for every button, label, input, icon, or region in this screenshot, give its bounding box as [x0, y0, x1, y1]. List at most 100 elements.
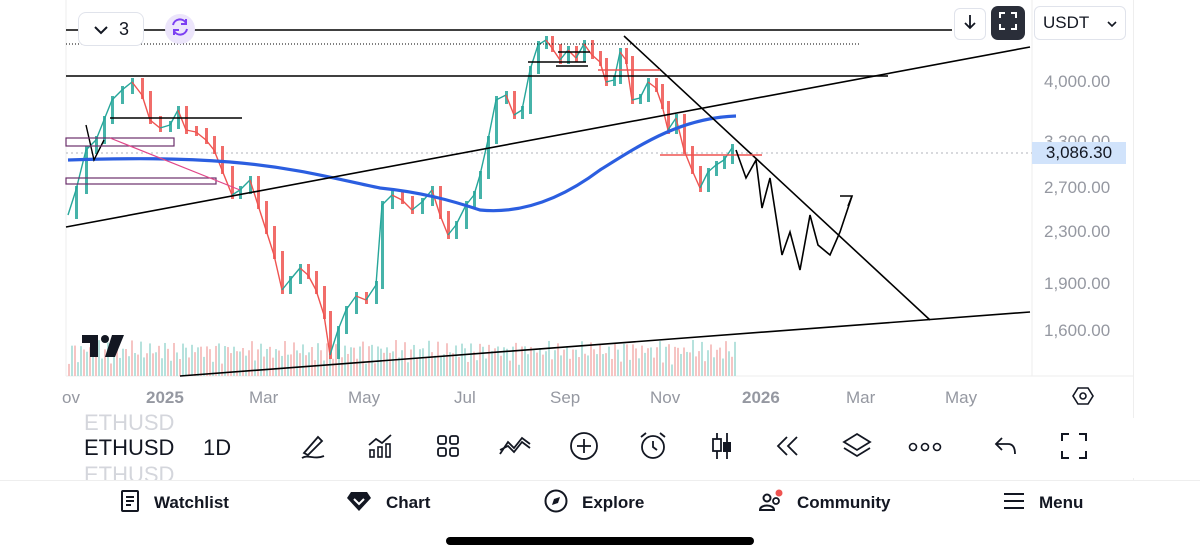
candle — [591, 40, 594, 59]
interval-button[interactable]: 1D — [203, 435, 232, 460]
volume-bar — [458, 357, 460, 376]
chart-area[interactable]: 3 USDT 4,000.00 3,300.00 2,700.00 2,300.… — [0, 0, 1200, 418]
price-segment — [121, 81, 133, 91]
volume-bar — [515, 342, 517, 376]
replay-button[interactable] — [770, 430, 806, 466]
volume-bar — [251, 341, 253, 376]
volume-bar — [671, 364, 673, 376]
sync-button[interactable] — [165, 14, 195, 44]
candle — [731, 144, 734, 164]
compare-button[interactable] — [497, 430, 533, 466]
layout-selector-button[interactable]: 3 — [78, 12, 144, 46]
volume-bar — [695, 356, 697, 376]
undo-button[interactable] — [988, 430, 1024, 466]
candle — [249, 176, 252, 194]
tradingview-logo — [82, 335, 128, 362]
candle — [707, 168, 710, 192]
price-segment — [439, 214, 449, 236]
nav-menu-label: Menu — [1039, 493, 1084, 512]
screenshot-button[interactable] — [991, 6, 1025, 40]
draw-button[interactable] — [295, 430, 331, 466]
volume-bar — [497, 346, 499, 376]
volume-bar — [233, 346, 235, 376]
volume-bar — [137, 354, 139, 376]
volume-bar — [173, 342, 175, 376]
candle — [265, 201, 268, 234]
volume-bar — [605, 353, 607, 376]
candle — [121, 86, 124, 104]
volume-bar — [596, 354, 598, 376]
volume-bar — [281, 355, 283, 376]
volume-bar — [581, 341, 583, 376]
templates-button[interactable] — [430, 430, 466, 466]
price-segment — [355, 295, 367, 301]
candle — [495, 96, 498, 144]
volume-bar — [713, 357, 715, 376]
volume-bar — [707, 350, 709, 376]
add-button[interactable] — [566, 430, 602, 466]
home-indicator — [446, 537, 754, 545]
chart-type-button[interactable] — [704, 430, 740, 466]
price-segment — [273, 254, 283, 291]
volume-bar — [371, 344, 373, 376]
nav-community[interactable]: Community — [758, 489, 891, 515]
volume-bar — [290, 354, 292, 376]
volume-bar — [131, 340, 133, 376]
price-segment — [707, 164, 717, 173]
nav-watchlist[interactable]: Watchlist — [120, 489, 229, 515]
volume-bar — [560, 355, 562, 376]
volume-bar — [218, 343, 220, 376]
nav-community-label: Community — [797, 493, 891, 512]
volume-bar — [308, 352, 310, 376]
pink-diagonal-line — [109, 137, 241, 191]
price-chart[interactable] — [0, 0, 1200, 418]
volume-bar — [662, 362, 664, 376]
alert-button[interactable] — [635, 430, 671, 466]
layers-button[interactable] — [839, 430, 875, 466]
candle — [661, 84, 664, 109]
layers-icon — [841, 431, 873, 466]
candle — [625, 48, 628, 64]
projection-path — [735, 149, 853, 271]
currency-select[interactable]: USDT — [1034, 6, 1126, 40]
candle — [545, 36, 548, 49]
zone-box — [65, 177, 217, 185]
price-segment — [631, 97, 641, 101]
volume-bar — [638, 358, 640, 376]
candle — [299, 264, 302, 284]
candle — [205, 128, 208, 144]
scroll-to-latest-button[interactable] — [954, 8, 986, 40]
indicators-button[interactable] — [362, 430, 398, 466]
price-segment — [551, 47, 561, 61]
volume-bar — [629, 359, 631, 376]
volume-bar — [536, 352, 538, 376]
nav-menu[interactable]: Menu — [1003, 491, 1083, 515]
volume-bar — [119, 357, 121, 376]
volume-bar — [239, 351, 241, 376]
volume-bar — [140, 341, 142, 376]
price-segment — [479, 139, 489, 176]
volume-bar — [650, 347, 652, 376]
volume-bar — [506, 348, 508, 376]
volume-bar — [473, 351, 475, 376]
volume-bar — [212, 361, 214, 376]
volume-bar — [305, 355, 307, 376]
volume-bar — [341, 357, 343, 376]
nav-chart[interactable]: Chart — [346, 491, 430, 515]
descending-trendline — [623, 35, 931, 321]
volume-bar — [719, 347, 721, 376]
nav-explore[interactable]: Explore — [544, 489, 644, 515]
candle — [613, 76, 616, 86]
volume-bar — [692, 340, 694, 376]
candle — [231, 166, 234, 199]
volume-bar — [731, 356, 733, 376]
price-segment — [605, 79, 615, 83]
symbol-button[interactable]: ETHUSD — [84, 435, 175, 460]
more-button[interactable] — [907, 430, 943, 466]
volume-bar — [428, 340, 430, 376]
nav-chart-label: Chart — [386, 493, 431, 512]
chart-settings-button[interactable] — [1068, 384, 1098, 412]
volume-bar — [410, 349, 412, 376]
volume-bar — [350, 347, 352, 376]
fullscreen-button[interactable] — [1056, 430, 1092, 466]
